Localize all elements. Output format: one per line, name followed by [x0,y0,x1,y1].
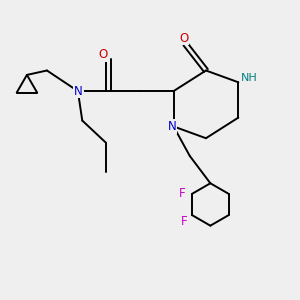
Text: F: F [178,188,185,200]
Text: O: O [98,48,107,61]
Text: F: F [180,215,187,228]
Text: NH: NH [241,73,258,83]
Text: N: N [74,85,83,98]
Text: N: N [168,120,176,133]
Text: O: O [179,32,188,45]
